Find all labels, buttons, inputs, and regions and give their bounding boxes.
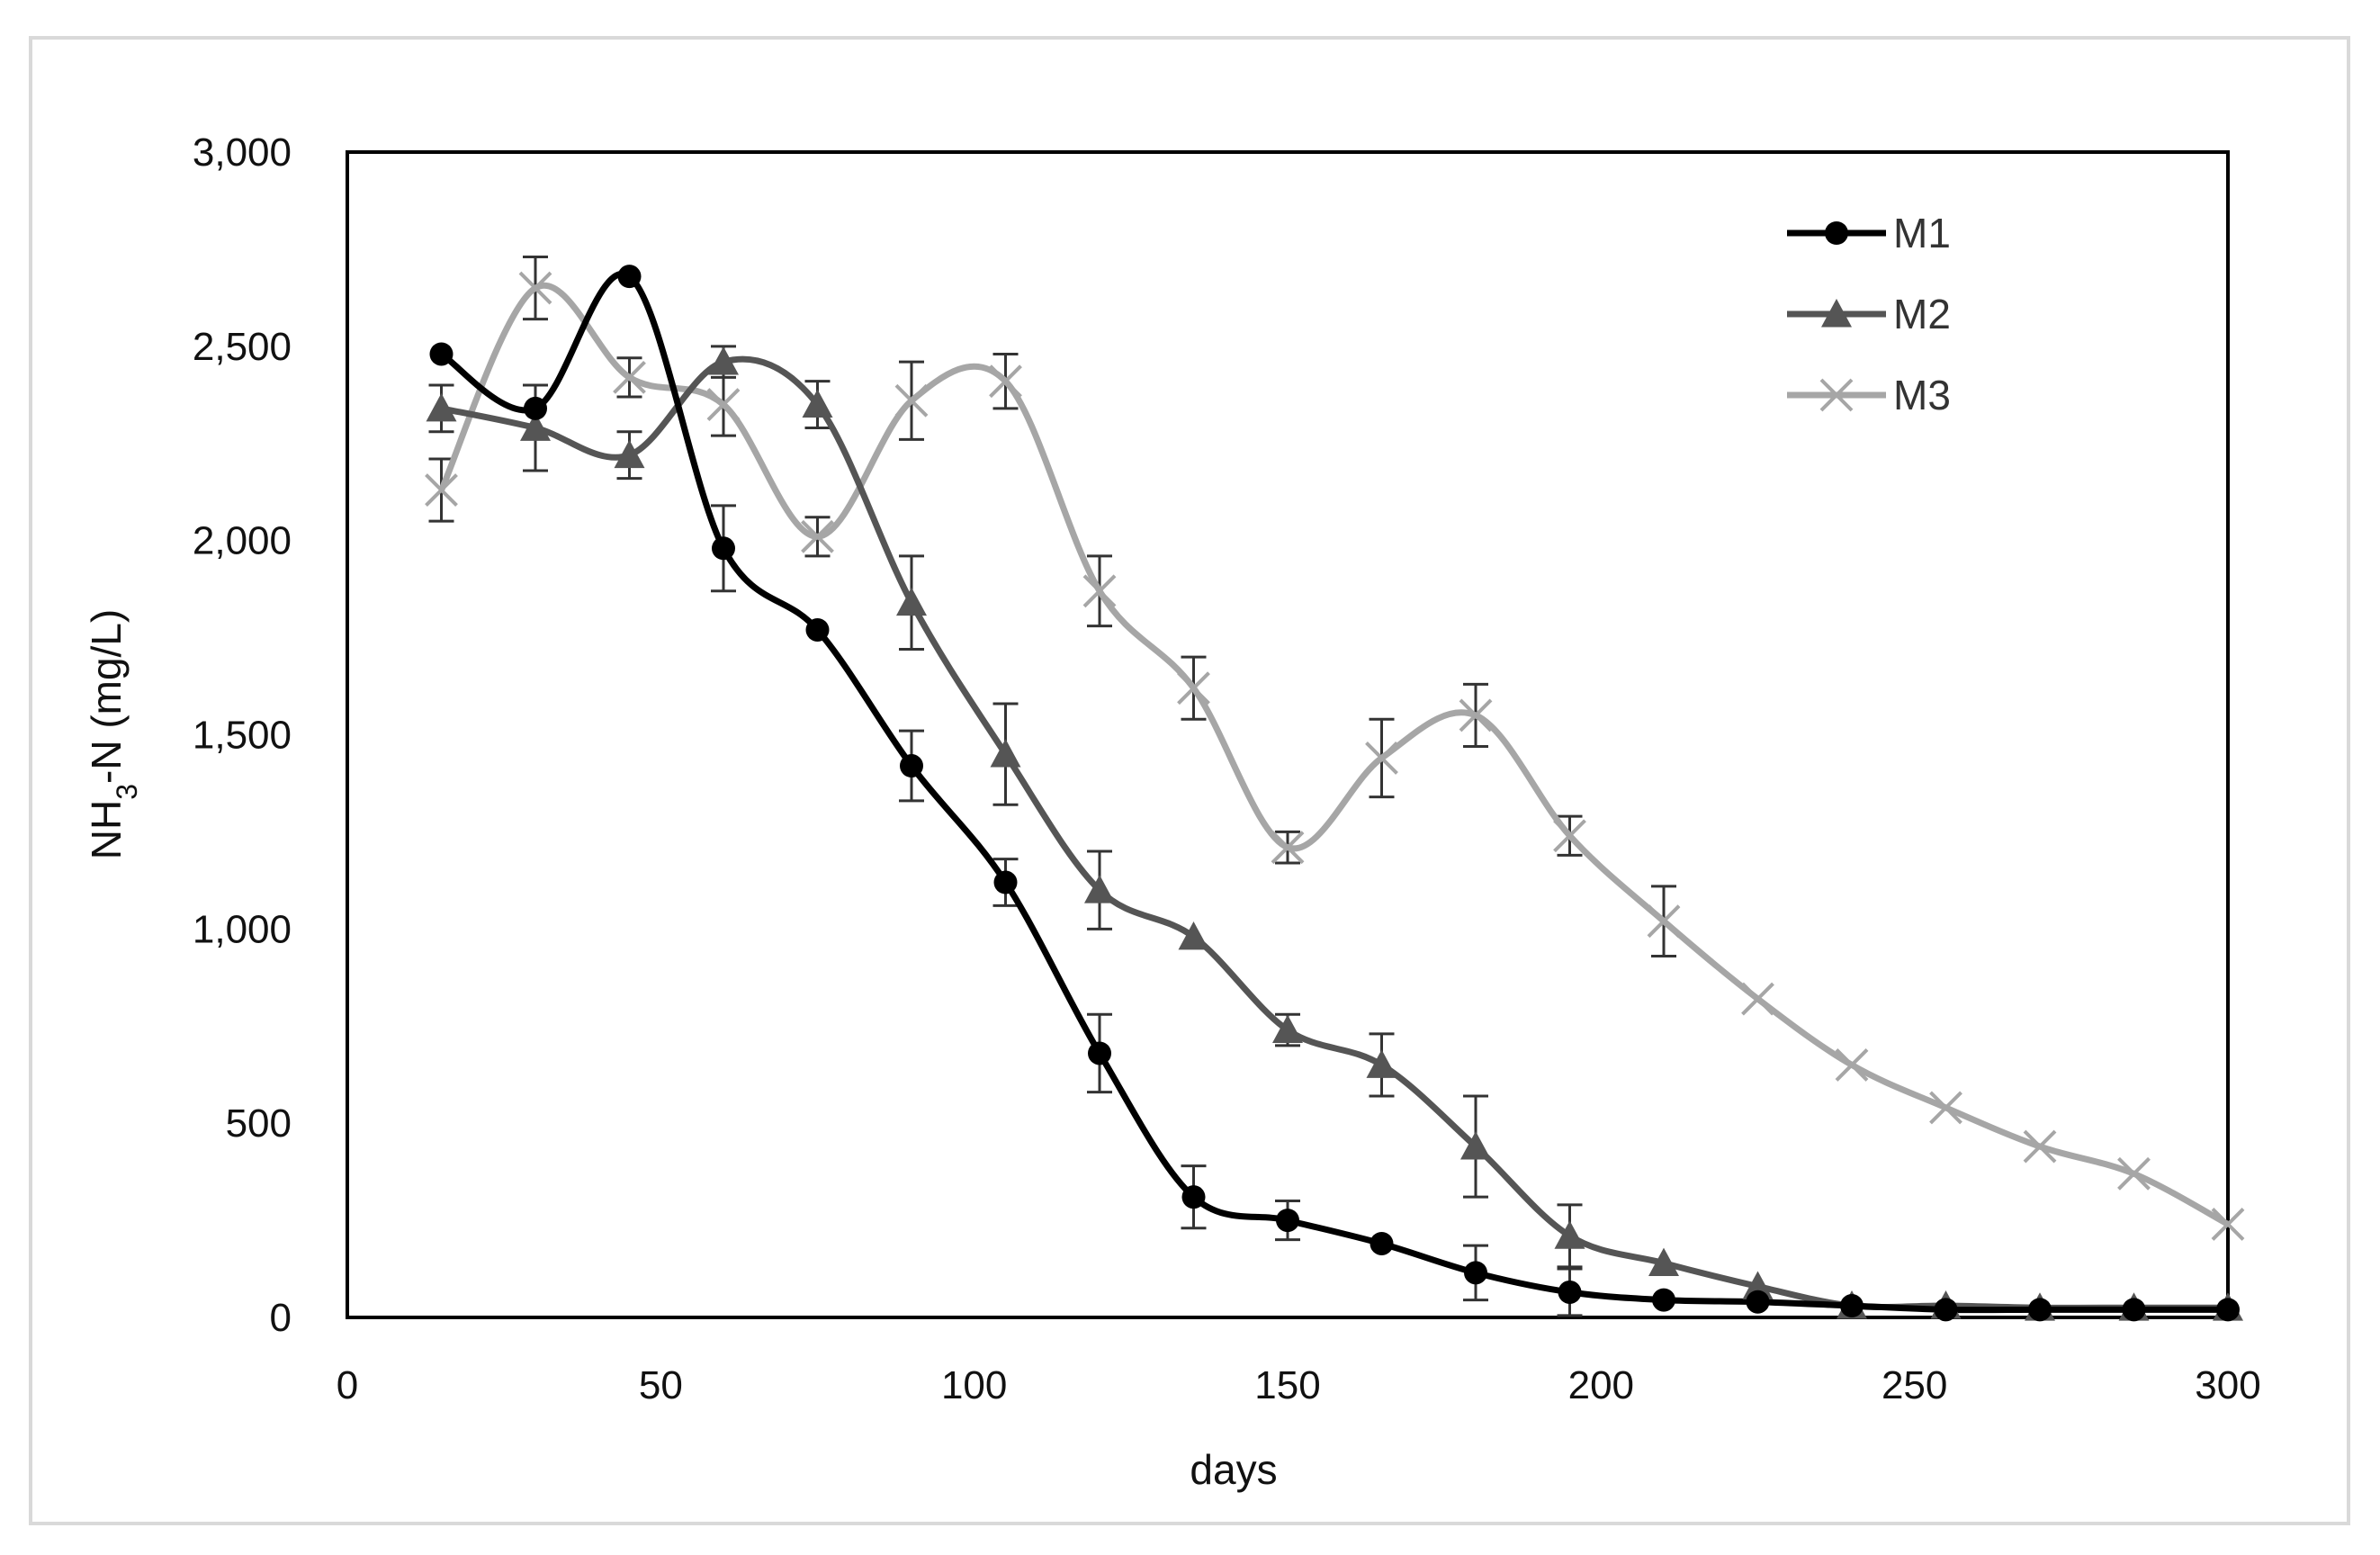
y-tick-label: 500	[226, 1101, 292, 1146]
data-point-m1	[1088, 1041, 1111, 1065]
data-point-m3	[425, 473, 458, 507]
chart-svg: 0 50 100 150 200 250 300 0 500 1,000 1,500 2,000 2,…	[83, 130, 2261, 1493]
data-point-m1	[712, 536, 735, 561]
data-point-m3	[1177, 671, 1210, 706]
y-axis-title-subscript: 3	[111, 784, 143, 800]
data-point-m2	[1178, 921, 1209, 950]
data-point-m1	[429, 342, 454, 366]
data-point-m1	[2028, 1298, 2052, 1322]
data-point-m2	[520, 412, 551, 441]
data-point-m3	[1835, 1048, 1869, 1082]
data-point-m1	[1652, 1288, 1675, 1312]
data-point-m3	[989, 364, 1022, 399]
data-point-m3	[1082, 574, 1117, 608]
y-axis-title-unit: -N (mg/L)	[83, 609, 130, 784]
chart-frame: 0 50 100 150 200 250 300 0 500 1,000 1,500 2,000 2,…	[29, 36, 2350, 1525]
data-point-m2	[1742, 1271, 1774, 1299]
y-tick-label: 2,000	[193, 519, 292, 563]
data-point-m2	[614, 439, 645, 469]
data-point-m2	[1366, 1049, 1397, 1078]
legend-label-m1: M1	[1893, 210, 1951, 256]
data-point-m2	[1554, 1220, 1585, 1249]
data-point-m1	[805, 617, 830, 642]
y-axis-title-main: NH	[83, 800, 130, 859]
data-point-m2	[990, 739, 1021, 768]
data-point-m1	[1934, 1298, 1958, 1322]
data-point-m2	[426, 392, 457, 422]
data-point-m1	[1746, 1290, 1770, 1314]
data-point-m3	[706, 388, 741, 421]
x-axis-title: days	[1190, 1446, 1277, 1493]
x-tick-label: 200	[1568, 1363, 1634, 1407]
x-tick-label: 150	[1254, 1363, 1320, 1407]
y-tick-label: 1,500	[193, 714, 292, 758]
x-axis-ticks: 0 50 100 150 200 250 300	[337, 1363, 2261, 1407]
data-point-m3	[1647, 904, 1681, 939]
data-point-m2	[896, 587, 927, 616]
legend-label-m2: M2	[1893, 291, 1951, 337]
data-point-m2	[1084, 875, 1115, 903]
data-point-m3	[518, 271, 552, 305]
data-point-m3	[2117, 1156, 2151, 1191]
data-point-m1	[524, 396, 547, 420]
legend: M1 M2 M3	[1787, 210, 1951, 418]
data-point-m3	[1929, 1091, 1962, 1125]
data-point-m3	[1553, 819, 1586, 853]
x-tick-label: 100	[941, 1363, 1007, 1407]
legend-label-m3: M3	[1893, 372, 1951, 418]
data-point-m2	[1272, 1014, 1303, 1044]
x-tick-label: 250	[1882, 1363, 1947, 1407]
x-tick-label: 50	[639, 1363, 683, 1407]
y-axis-ticks: 0 500 1,000 1,500 2,000 2,500 3,000	[193, 130, 292, 1340]
y-tick-label: 1,000	[193, 907, 292, 951]
legend-marker-m2	[1821, 299, 1852, 328]
data-point-m1	[1181, 1185, 1206, 1209]
x-tick-label: 300	[2195, 1363, 2260, 1407]
data-point-m1	[900, 754, 923, 778]
y-tick-label: 2,500	[193, 325, 292, 369]
legend-marker-m1	[1825, 221, 1848, 245]
data-point-m3	[1741, 982, 1774, 1016]
data-point-m1	[1464, 1261, 1487, 1285]
data-point-m1	[2216, 1298, 2240, 1322]
data-point-m1	[1370, 1231, 1394, 1255]
y-tick-label: 0	[270, 1296, 292, 1340]
legend-marker-m3	[1819, 378, 1854, 412]
series-line-m1	[439, 270, 2228, 1314]
data-point-m1	[1276, 1209, 1299, 1233]
data-point-m2	[1460, 1131, 1491, 1160]
data-point-m2	[1648, 1247, 1679, 1277]
data-point-m2	[802, 389, 833, 418]
data-point-m3	[2211, 1207, 2245, 1241]
x-tick-label: 0	[337, 1363, 358, 1407]
data-point-m3	[1365, 741, 1398, 775]
data-point-m2	[708, 346, 739, 375]
data-point-m1	[1840, 1294, 1864, 1318]
data-point-m1	[617, 265, 642, 289]
data-point-m1	[2122, 1298, 2146, 1322]
data-point-m3	[2023, 1129, 2057, 1164]
data-point-m3	[1271, 831, 1305, 865]
data-point-m3	[894, 383, 929, 418]
series-markers	[425, 265, 2245, 1322]
data-point-m3	[613, 360, 646, 394]
y-axis-title: NH3-N (mg/L)	[83, 609, 143, 859]
data-point-m1	[1558, 1280, 1582, 1304]
data-point-m1	[993, 870, 1018, 894]
data-point-m3	[1459, 698, 1493, 733]
y-tick-label: 3,000	[193, 130, 292, 175]
data-point-m3	[801, 519, 834, 553]
